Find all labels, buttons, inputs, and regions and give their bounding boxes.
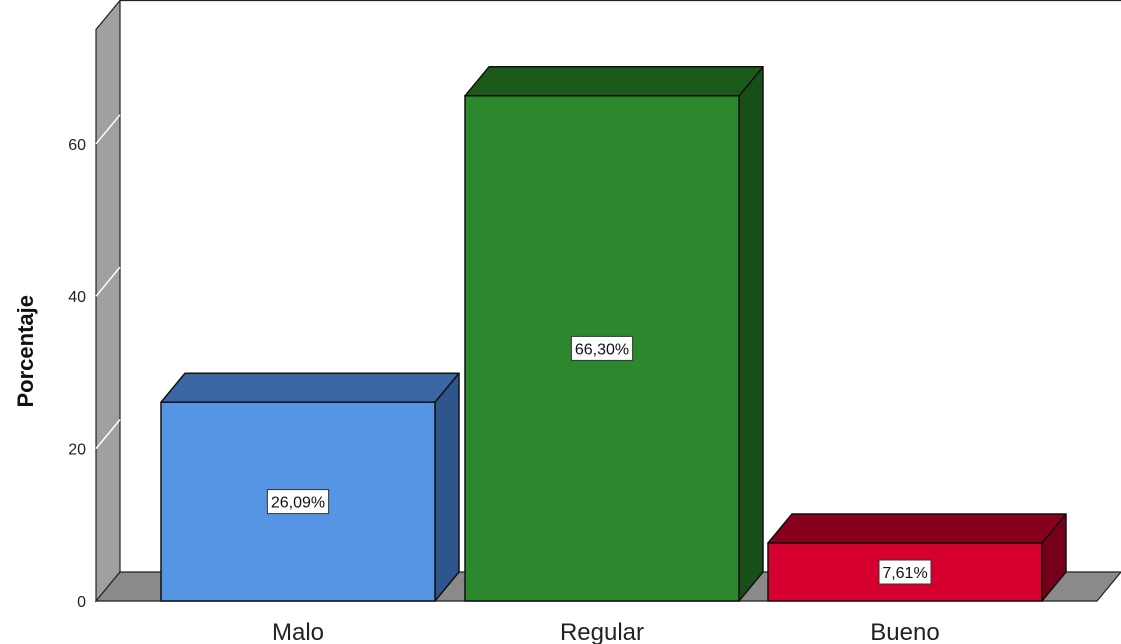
bar-regular	[464, 66, 764, 602]
data-label: 26,09%	[271, 495, 325, 512]
left-wall	[95, 0, 121, 603]
bar-bueno	[767, 513, 1067, 602]
y-tick-line	[95, 266, 121, 297]
bar-side-face	[738, 66, 764, 602]
bar-malo	[160, 372, 460, 602]
bar-top-face	[464, 66, 764, 97]
data-label-box	[570, 335, 634, 361]
y-axis-label: Porcentaje	[13, 295, 38, 408]
bar-side-face	[434, 372, 460, 602]
x-tick-label: Regular	[560, 619, 644, 644]
y-tick-label: 20	[68, 442, 86, 459]
bar-top-face	[160, 372, 460, 403]
y-tick-label: 40	[68, 289, 86, 306]
x-tick-label: Bueno	[870, 619, 939, 644]
bar-top-face	[767, 513, 1067, 544]
y-tick-label: 60	[68, 137, 86, 154]
data-label-box	[878, 559, 932, 585]
data-label: 66,30%	[575, 341, 629, 358]
x-tick-label: Malo	[272, 619, 324, 644]
data-label-box	[266, 489, 330, 515]
y-tick-line	[95, 114, 121, 145]
y-tick-line	[95, 419, 121, 450]
data-label: 7,61%	[882, 565, 927, 582]
y-tick-label: 0	[77, 594, 86, 611]
